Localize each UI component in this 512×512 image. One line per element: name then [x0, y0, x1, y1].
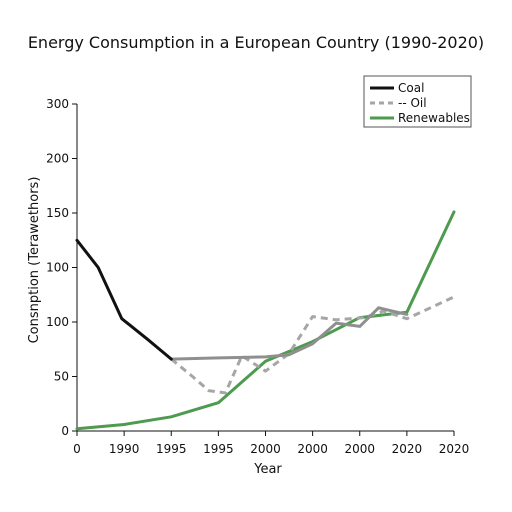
x-tick-label: 1995: [156, 442, 187, 456]
y-tick-label: 150: [46, 206, 69, 220]
y-tick-label: 100: [46, 261, 69, 275]
y-tick-label: 0: [61, 424, 69, 438]
y-tick-label: 50: [54, 370, 69, 384]
x-tick-label: 1990: [109, 442, 140, 456]
y-tick-label: 300: [46, 97, 69, 111]
y-tick-label: 200: [46, 152, 69, 166]
series-line-oil: [170, 295, 455, 395]
x-axis-label: Year: [253, 462, 282, 477]
legend-label: Renewables: [398, 111, 470, 125]
series-line-renewables: [75, 210, 456, 431]
series-lines: [75, 210, 456, 431]
x-tick-label: 2020: [392, 442, 423, 456]
series-line-coal: [75, 238, 173, 361]
x-tick-label: 2000: [250, 442, 281, 456]
axes: [76, 104, 454, 432]
y-axis-label: Consnption (Terawethors): [27, 177, 42, 344]
legend-label: -- Oil: [398, 96, 427, 110]
chart-title: Energy Consumption in a European Country…: [28, 33, 484, 52]
x-tick-label: 1995: [203, 442, 234, 456]
series-line-unnamed: [169, 306, 409, 361]
x-tick-label: 0: [73, 442, 81, 456]
legend-label: Coal: [398, 81, 424, 95]
x-tick-label: 2000: [297, 442, 328, 456]
x-tick-label: 2020: [439, 442, 470, 456]
y-tick-label: 100: [46, 315, 69, 329]
y-ticks: 0 50 100 100 150 200 300: [46, 97, 77, 438]
x-ticks: 0 1990 1995 1995 2000 2000 2000 2020 2020: [73, 431, 469, 456]
x-tick-label: 2000: [344, 442, 375, 456]
